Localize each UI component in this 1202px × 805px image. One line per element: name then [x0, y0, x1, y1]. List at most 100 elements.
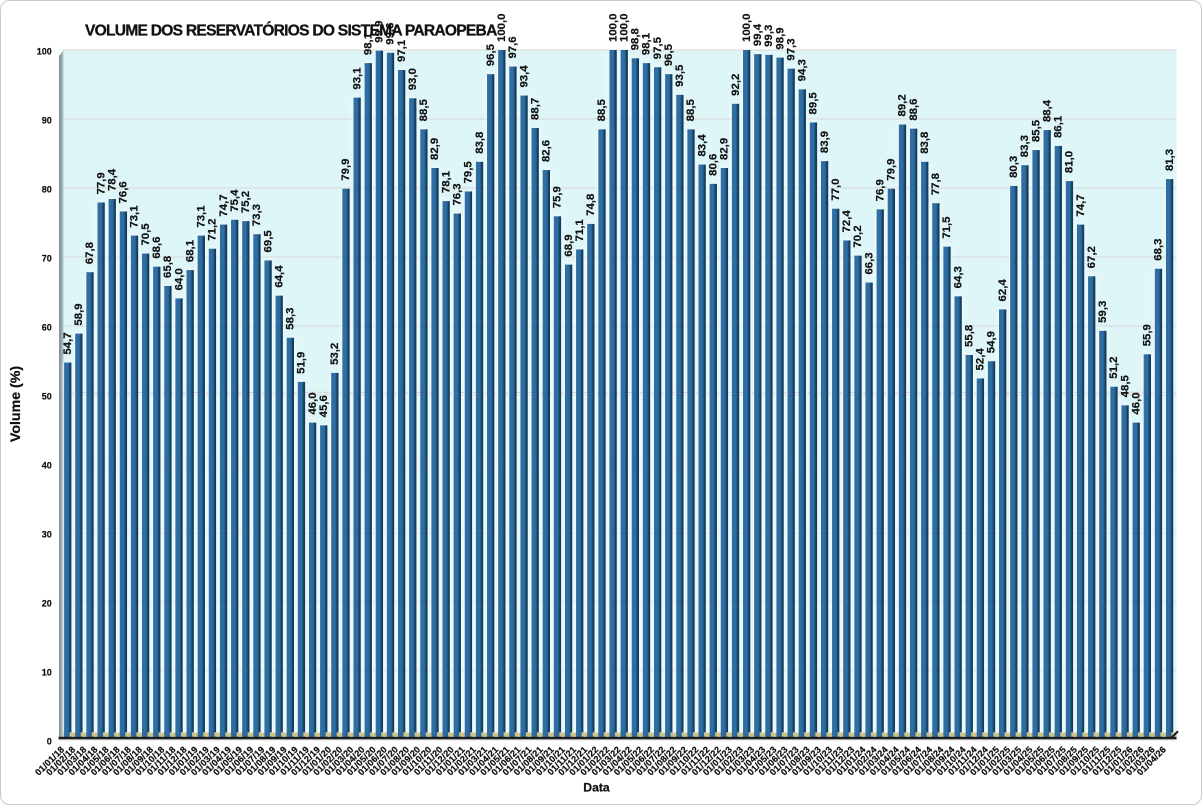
svg-text:88,5: 88,5 [596, 99, 608, 122]
svg-text:88,5: 88,5 [685, 99, 697, 122]
svg-text:99,3: 99,3 [763, 25, 775, 47]
svg-text:Volume (%): Volume (%) [8, 366, 24, 442]
svg-text:77,0: 77,0 [830, 179, 842, 201]
svg-text:64,3: 64,3 [952, 266, 964, 288]
svg-text:62,4: 62,4 [997, 279, 1009, 302]
svg-text:79,9: 79,9 [340, 159, 352, 181]
svg-text:45,6: 45,6 [318, 395, 330, 417]
svg-text:55,8: 55,8 [963, 325, 975, 347]
svg-text:100,0: 100,0 [607, 13, 619, 42]
svg-text:96,5: 96,5 [663, 43, 675, 66]
svg-text:68,9: 68,9 [563, 234, 575, 256]
svg-text:93,4: 93,4 [518, 65, 530, 88]
svg-text:100: 100 [37, 47, 52, 57]
svg-text:68,1: 68,1 [184, 239, 196, 262]
svg-text:10: 10 [42, 668, 52, 678]
svg-text:100,0: 100,0 [741, 13, 753, 42]
svg-text:58,9: 58,9 [73, 303, 85, 325]
svg-text:75,2: 75,2 [240, 191, 252, 213]
svg-text:0: 0 [47, 737, 52, 747]
svg-text:59,3: 59,3 [1097, 301, 1109, 323]
svg-text:20: 20 [42, 599, 52, 609]
svg-text:64,0: 64,0 [173, 268, 185, 290]
svg-text:80: 80 [42, 185, 52, 195]
svg-text:78,1: 78,1 [440, 170, 452, 193]
svg-text:52,4: 52,4 [975, 348, 987, 371]
svg-text:99,9: 99,9 [374, 21, 386, 43]
svg-text:79,9: 79,9 [886, 159, 898, 181]
svg-text:70,5: 70,5 [140, 223, 152, 246]
svg-text:83,8: 83,8 [919, 132, 931, 154]
svg-text:55,9: 55,9 [1142, 324, 1154, 346]
svg-text:97,1: 97,1 [396, 39, 408, 62]
svg-text:83,8: 83,8 [474, 132, 486, 154]
svg-text:98,9: 98,9 [774, 27, 786, 49]
svg-text:51,2: 51,2 [1108, 357, 1120, 379]
svg-text:73,3: 73,3 [251, 204, 263, 226]
svg-text:88,7: 88,7 [529, 98, 541, 120]
svg-text:66,3: 66,3 [863, 252, 875, 274]
svg-text:30: 30 [42, 530, 52, 540]
svg-text:80,6: 80,6 [707, 154, 719, 176]
svg-text:54,9: 54,9 [986, 331, 998, 353]
svg-text:90: 90 [42, 116, 52, 126]
svg-text:58,3: 58,3 [285, 308, 297, 330]
svg-text:85,5: 85,5 [1030, 119, 1042, 142]
svg-text:88,6: 88,6 [908, 98, 920, 120]
svg-text:82,6: 82,6 [541, 140, 553, 162]
svg-text:74,8: 74,8 [585, 194, 597, 216]
svg-text:77,9: 77,9 [95, 172, 107, 194]
svg-text:94,3: 94,3 [797, 59, 809, 81]
svg-text:65,8: 65,8 [162, 256, 174, 278]
svg-text:71,2: 71,2 [207, 219, 219, 241]
svg-text:73,1: 73,1 [196, 205, 208, 228]
svg-text:79,5: 79,5 [463, 161, 475, 184]
svg-text:77,8: 77,8 [930, 173, 942, 195]
svg-text:100,0: 100,0 [618, 13, 630, 42]
svg-text:67,8: 67,8 [84, 242, 96, 264]
svg-text:53,2: 53,2 [329, 343, 341, 365]
svg-text:71,1: 71,1 [574, 219, 586, 242]
svg-text:70,2: 70,2 [852, 225, 864, 247]
svg-text:88,4: 88,4 [1041, 99, 1053, 122]
svg-text:92,2: 92,2 [730, 74, 742, 96]
svg-text:74,7: 74,7 [1075, 194, 1087, 216]
svg-text:89,5: 89,5 [808, 92, 820, 115]
svg-text:98,1: 98,1 [641, 32, 653, 55]
svg-text:69,5: 69,5 [262, 230, 274, 253]
svg-text:98,1: 98,1 [362, 32, 374, 55]
svg-text:76,6: 76,6 [118, 181, 130, 203]
svg-text:64,4: 64,4 [273, 265, 285, 288]
svg-text:97,3: 97,3 [785, 38, 797, 60]
svg-text:81,0: 81,0 [1064, 151, 1076, 173]
svg-text:99,4: 99,4 [752, 23, 764, 46]
svg-text:93,1: 93,1 [351, 67, 363, 90]
svg-text:72,4: 72,4 [841, 210, 853, 233]
svg-text:89,2: 89,2 [897, 94, 909, 116]
svg-text:74,7: 74,7 [218, 194, 230, 216]
svg-text:82,9: 82,9 [429, 138, 441, 160]
svg-text:83,3: 83,3 [1019, 135, 1031, 157]
svg-text:100,0: 100,0 [496, 13, 508, 42]
svg-text:60: 60 [42, 323, 52, 333]
svg-text:67,2: 67,2 [1086, 246, 1098, 268]
svg-text:86,1: 86,1 [1053, 115, 1065, 138]
svg-text:82,9: 82,9 [719, 138, 731, 160]
svg-text:Data: Data [583, 781, 610, 795]
svg-text:96,5: 96,5 [485, 43, 497, 66]
svg-text:83,9: 83,9 [819, 131, 831, 153]
svg-text:97,5: 97,5 [652, 36, 664, 59]
svg-text:71,5: 71,5 [941, 216, 953, 239]
svg-text:76,3: 76,3 [452, 183, 464, 205]
svg-text:76,9: 76,9 [874, 179, 886, 201]
svg-text:93,5: 93,5 [674, 64, 686, 87]
svg-text:88,5: 88,5 [418, 99, 430, 122]
svg-text:46,0: 46,0 [1130, 392, 1142, 414]
svg-text:68,3: 68,3 [1153, 239, 1165, 261]
svg-text:97,6: 97,6 [507, 36, 519, 58]
svg-text:81,3: 81,3 [1164, 149, 1176, 171]
svg-text:99,6: 99,6 [385, 23, 397, 45]
svg-text:51,9: 51,9 [296, 352, 308, 374]
svg-text:75,4: 75,4 [229, 189, 241, 212]
svg-text:54,7: 54,7 [62, 332, 74, 354]
